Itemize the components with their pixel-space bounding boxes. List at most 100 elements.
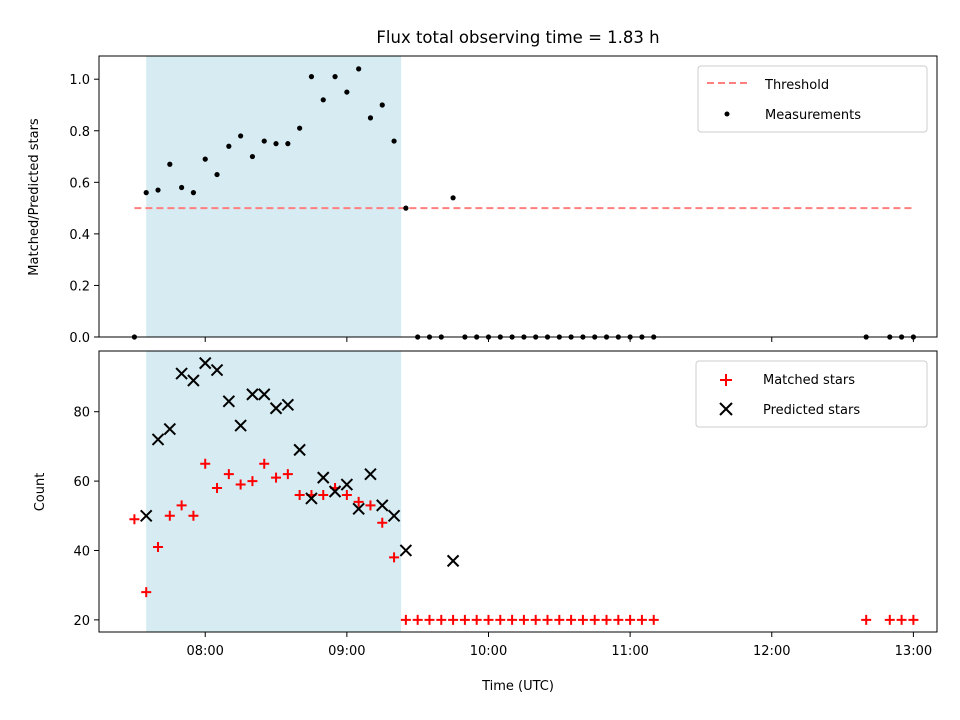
- matched-star-point: [353, 496, 364, 507]
- predicted-star-point: [305, 492, 318, 505]
- bottom-legend: Matched stars Predicted stars: [695, 360, 928, 428]
- chart-title: Flux total observing time = 1.83 h: [376, 28, 659, 47]
- measurement-point: [273, 141, 279, 147]
- predicted-star-point: [364, 467, 377, 481]
- predicted-star-point: [187, 374, 200, 387]
- y-tick-label: 40: [73, 544, 90, 559]
- predicted-star-point: [175, 367, 188, 380]
- top-axes-frame: [98, 55, 938, 338]
- top-y-axis-label: Matched/Predicted stars: [27, 118, 42, 276]
- matched-star-point: [235, 479, 246, 490]
- matched-star-point: [129, 514, 140, 525]
- predicted-star-point: [340, 478, 354, 491]
- measurement-point: [367, 115, 374, 121]
- predicted-star-point: [387, 509, 401, 522]
- bottom-y-axis-label: Count: [33, 473, 48, 512]
- matched-star-point: [389, 552, 400, 563]
- matched-star-point: [223, 469, 234, 480]
- matched-star-point: [188, 510, 199, 521]
- measurement-point: [249, 153, 256, 160]
- predicted-star-point: [151, 433, 165, 446]
- measurement-point: [320, 97, 326, 103]
- matched-star-point: [365, 500, 376, 511]
- measurement-point: [155, 187, 161, 193]
- measurement-point: [238, 133, 244, 139]
- predicted-star-point: [269, 402, 283, 415]
- matched-star-point: [613, 614, 624, 625]
- matched-star-point: [341, 489, 352, 500]
- measurement-point: [332, 74, 338, 80]
- predicted-star-point: [446, 554, 460, 568]
- bottom-shaded-interval: [146, 351, 402, 632]
- matched-star-point: [577, 614, 588, 625]
- x-tick-label: 13:00: [895, 644, 932, 659]
- x-tick-label: 08:00: [186, 644, 223, 659]
- matched-star-point: [554, 614, 565, 625]
- y-tick-label: 0.4: [69, 228, 90, 243]
- matched-star-point: [294, 489, 305, 500]
- matched-star-point: [436, 614, 447, 625]
- matched-star-point: [507, 614, 518, 625]
- measurement-point: [143, 190, 149, 196]
- legend-threshold-label: Threshold: [764, 78, 829, 93]
- y-tick-label: 0.6: [69, 176, 90, 191]
- predicted-star-point: [281, 398, 295, 411]
- y-tick-label: 0.2: [69, 279, 90, 294]
- matched-star-point: [636, 614, 647, 625]
- top-panel: 0.0 0.2 0.4 0.6 0.8 1.0 Matched/Predicted sta…: [27, 55, 938, 346]
- matched-star-point: [318, 489, 329, 500]
- matched-star-point: [896, 614, 907, 625]
- predicted-star-point: [199, 356, 212, 370]
- measurement-point: [391, 138, 397, 144]
- measurement-point: [214, 171, 220, 178]
- matched-star-point: [625, 614, 636, 625]
- x-tick-label: 09:00: [328, 644, 365, 659]
- predicted-star-point: [140, 509, 153, 522]
- matched-star-point: [530, 614, 541, 625]
- matched-star-point: [448, 614, 459, 625]
- predicted-star-point: [210, 363, 224, 377]
- x-axis-label: Time (UTC): [481, 679, 554, 694]
- measurement-point: [403, 205, 409, 211]
- matched-star-point: [471, 614, 482, 625]
- matched-star-point: [861, 614, 872, 625]
- legend-measurements-swatch: [724, 111, 730, 117]
- matched-star-point: [424, 614, 435, 625]
- matched-star-point: [884, 614, 895, 625]
- matched-star-point: [601, 614, 612, 625]
- matched-star-point: [518, 614, 529, 625]
- measurement-point: [202, 156, 208, 162]
- matched-star-point: [271, 472, 282, 483]
- legend-matched-label: Matched stars: [763, 373, 855, 388]
- matched-star-point: [141, 587, 152, 598]
- legend-matched-swatch: [720, 374, 732, 386]
- matched-star-point: [400, 614, 411, 625]
- y-tick-label: 80: [73, 406, 90, 421]
- measurement-point: [285, 141, 291, 147]
- matched-star-point: [495, 614, 506, 625]
- predicted-star-point: [352, 502, 365, 516]
- predicted-star-point: [293, 443, 306, 457]
- matched-star-point: [542, 614, 553, 625]
- matched-star-point: [282, 469, 293, 480]
- matched-star-point: [648, 614, 659, 625]
- measurement-point: [308, 74, 315, 80]
- matched-star-point: [908, 614, 919, 625]
- predicted-star-point: [222, 395, 236, 408]
- measurement-point: [379, 102, 385, 108]
- measurement-point: [261, 138, 267, 144]
- predicted-star-point: [258, 388, 271, 401]
- measurement-point: [190, 190, 197, 196]
- measurement-point: [450, 195, 456, 201]
- x-tick-label: 12:00: [753, 644, 790, 659]
- y-tick-label: 1.0: [69, 73, 90, 88]
- measurement-point: [167, 161, 173, 167]
- matched-star-point: [483, 614, 494, 625]
- legend-predicted-label: Predicted stars: [763, 403, 860, 418]
- measurement-point: [356, 66, 362, 72]
- y-tick-label: 60: [73, 475, 90, 490]
- legend-predicted-swatch: [719, 402, 733, 416]
- matched-star-point: [247, 476, 258, 487]
- x-tick-label: 10:00: [470, 644, 507, 659]
